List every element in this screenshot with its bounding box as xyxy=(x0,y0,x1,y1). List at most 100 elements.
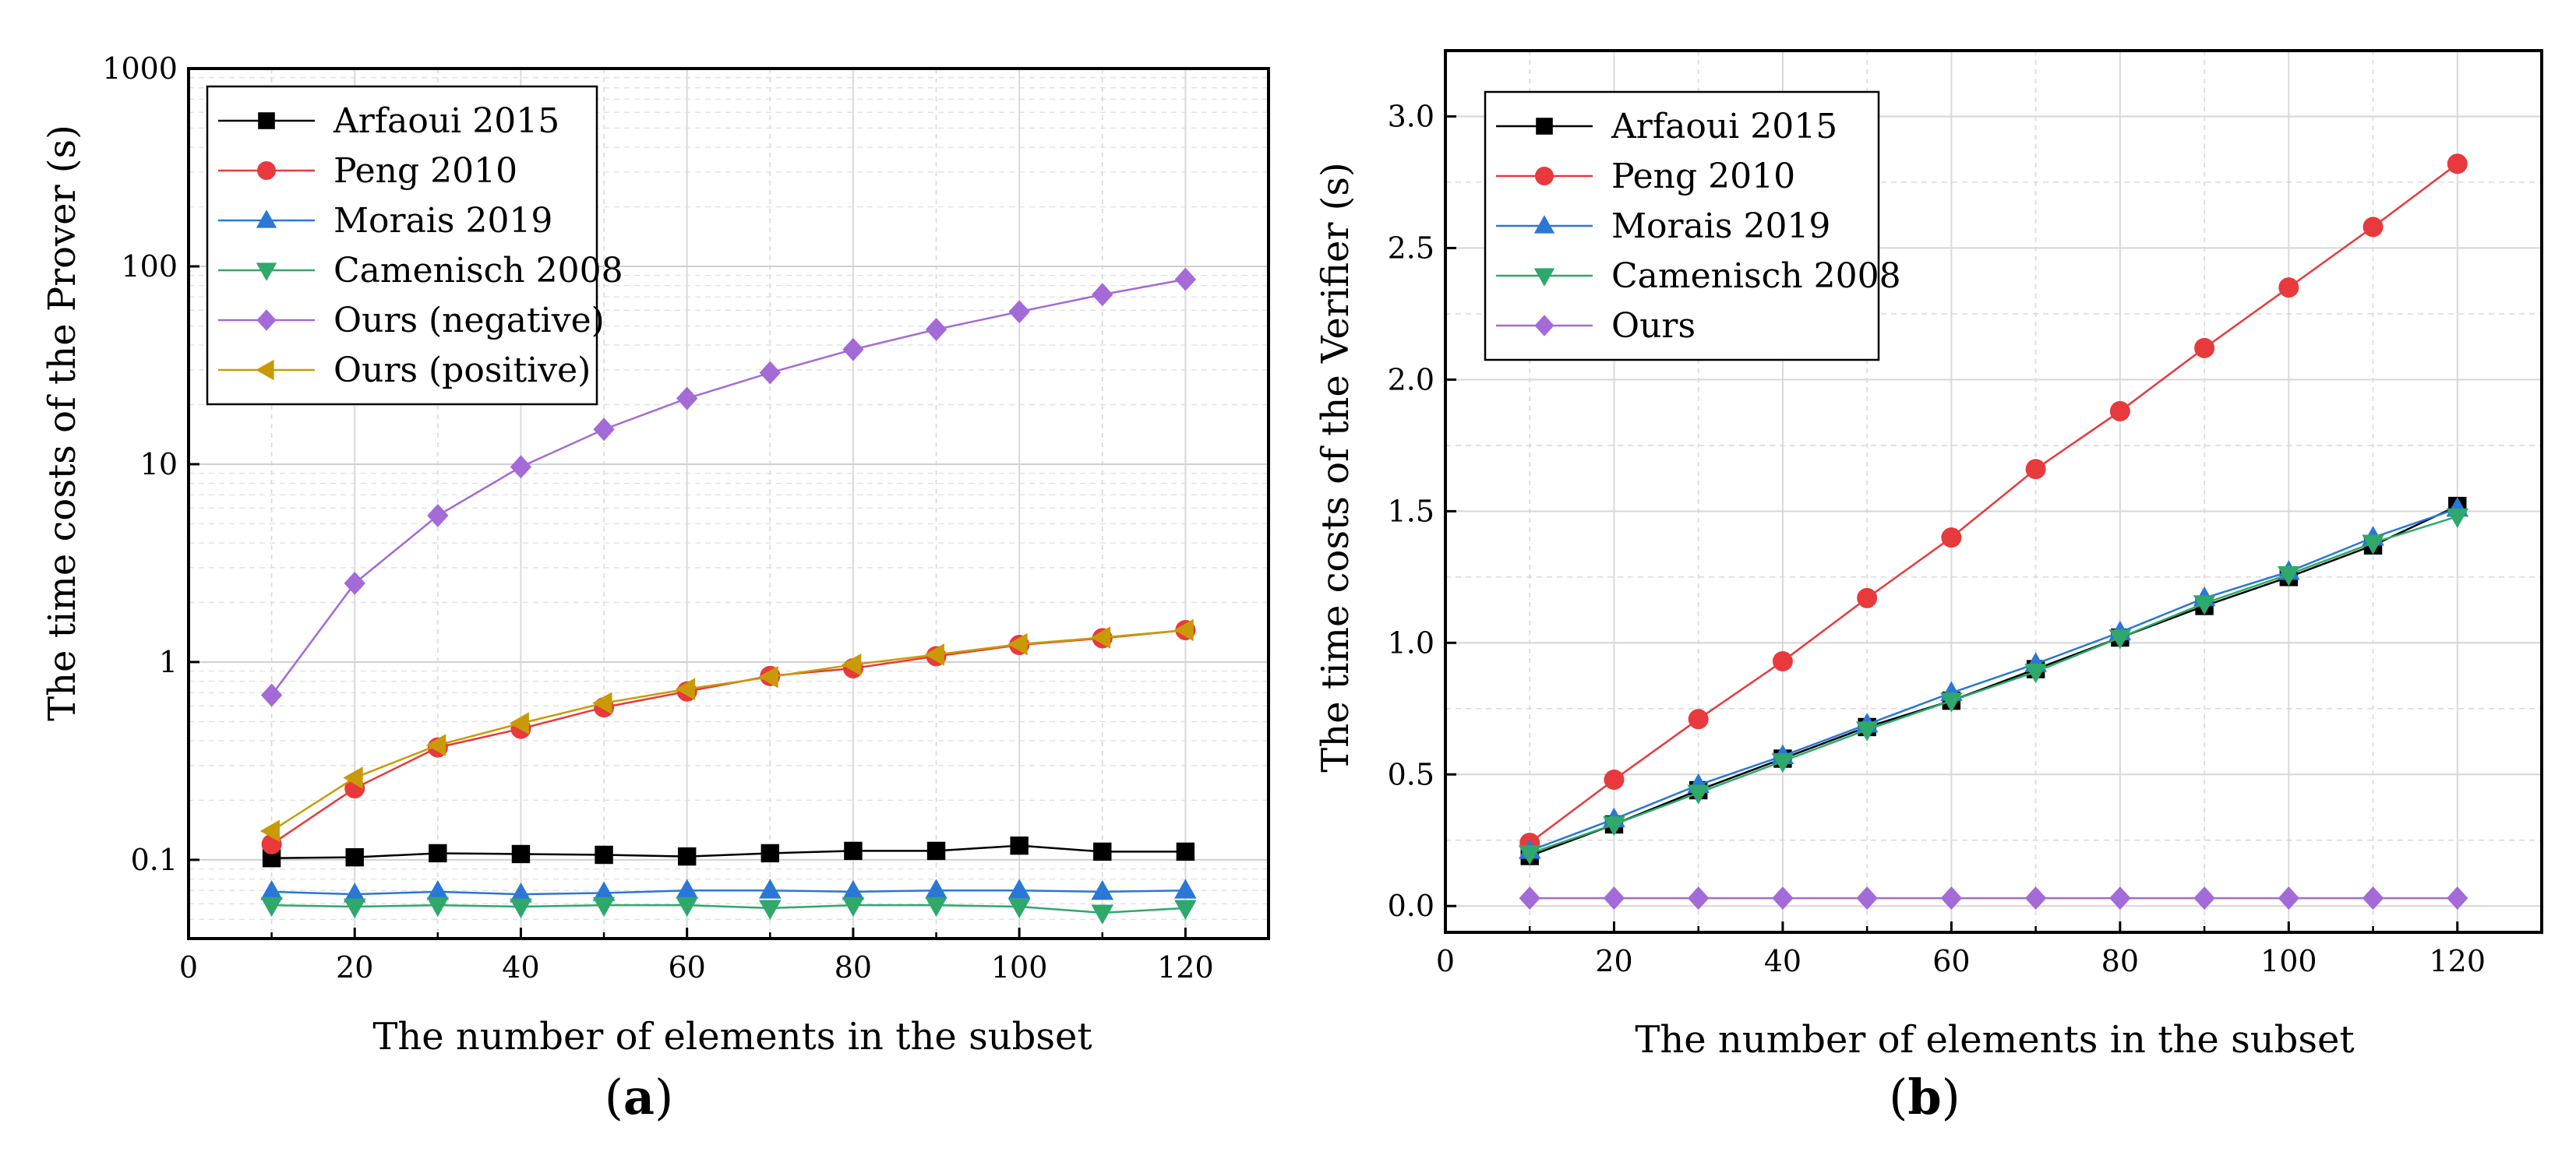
legend-marker xyxy=(256,309,277,331)
legend-marker xyxy=(1535,167,1554,185)
x-tick-label: 120 xyxy=(1157,950,1214,985)
y-tick-label: 2.5 xyxy=(1388,231,1434,265)
series-line-4 xyxy=(1529,515,2458,854)
x-tick-label: 60 xyxy=(1932,944,1970,978)
legend-label: Ours (negative) xyxy=(333,301,605,340)
data-point-3 xyxy=(925,879,947,899)
data-point-1 xyxy=(1093,842,1112,861)
data-point-5 xyxy=(2278,886,2299,911)
data-point-1 xyxy=(677,847,697,866)
data-point-4 xyxy=(2193,595,2216,615)
data-point-4 xyxy=(260,897,283,918)
data-point-5 xyxy=(1519,886,1540,911)
legend-label: Morais 2019 xyxy=(333,201,552,241)
data-point-1 xyxy=(511,844,531,864)
data-point-3 xyxy=(343,882,366,903)
legend-label: Peng 2010 xyxy=(1611,157,1795,196)
data-point-6 xyxy=(425,734,446,756)
y-tick-label: 0.1 xyxy=(131,843,178,877)
data-point-4 xyxy=(1771,752,1794,773)
data-point-1 xyxy=(1176,842,1195,861)
data-point-1 xyxy=(760,844,780,863)
data-point-5 xyxy=(1174,267,1197,291)
legend-box xyxy=(206,85,598,406)
legend-label: Camenisch 2008 xyxy=(1611,256,1901,296)
x-tick-label: 80 xyxy=(835,950,872,985)
data-point-5 xyxy=(1856,886,1878,911)
legend-marker xyxy=(256,359,274,381)
legend-marker xyxy=(1534,315,1554,336)
chart-b-ylabel: The time costs of the Verifier (s) xyxy=(1314,162,1357,772)
x-tick-label: 100 xyxy=(2260,944,2317,978)
data-point-2 xyxy=(1857,587,1878,608)
chart-b-panel-label: (b) xyxy=(1889,1069,1960,1126)
data-point-4 xyxy=(426,897,450,918)
legend-marker xyxy=(1533,215,1555,234)
chart-a-ylabel: The time costs of the Prover (s) xyxy=(41,125,84,721)
data-point-5 xyxy=(2024,886,2047,911)
data-point-1 xyxy=(1010,836,1029,855)
legend-marker xyxy=(258,112,275,129)
chart-a-panel-label: (a) xyxy=(605,1069,674,1126)
series-line-3 xyxy=(1529,507,2458,852)
data-point-6 xyxy=(924,643,944,666)
data-point-2 xyxy=(2194,337,2215,358)
data-point-4 xyxy=(2108,629,2132,650)
data-point-4 xyxy=(343,898,366,918)
data-point-2 xyxy=(1688,709,1709,730)
data-point-1 xyxy=(926,841,946,861)
chart-a-legend: Arfaoui 2015 Peng 2010 Morais 2019 Camenisc… xyxy=(206,85,623,406)
data-point-4 xyxy=(510,898,532,918)
data-point-5 xyxy=(2447,886,2468,911)
data-point-1 xyxy=(595,845,613,865)
data-point-4 xyxy=(2362,534,2384,555)
data-point-4 xyxy=(1603,816,1625,837)
chart-a-series xyxy=(259,267,1197,925)
chart-a: 0 20 40 60 80 100 120 0.1 1 10 100 1000 Arfaoui 201… xyxy=(41,51,1270,1126)
chart-a-ticks: 0 20 40 60 80 100 120 0.1 1 10 100 1000 xyxy=(102,51,1213,985)
chart-b-panel-letter: b xyxy=(1907,1069,1941,1126)
chart-b-xlabel: The number of elements in the subset xyxy=(1635,1018,2354,1062)
data-point-4 xyxy=(2278,566,2300,587)
data-point-5 xyxy=(2193,886,2215,911)
data-point-6 xyxy=(1090,626,1111,649)
data-point-6 xyxy=(509,712,529,735)
data-point-2 xyxy=(2109,400,2130,421)
data-point-5 xyxy=(260,683,283,707)
y-tick-label: 1.5 xyxy=(1388,494,1434,528)
legend-label: Ours xyxy=(1611,306,1696,346)
data-point-4 xyxy=(676,897,698,918)
data-point-5 xyxy=(593,417,615,442)
chart-a-grid xyxy=(189,69,1269,939)
legend-label: Camenisch 2008 xyxy=(333,251,623,291)
data-point-2 xyxy=(1941,527,1962,548)
x-tick-label: 0 xyxy=(179,950,198,985)
legend-marker xyxy=(256,210,277,228)
chart-b-plot-frame xyxy=(1444,49,2543,934)
data-point-4 xyxy=(1940,692,1963,713)
data-point-6 xyxy=(259,819,281,843)
data-point-1 xyxy=(844,841,863,861)
y-tick-label: 2.0 xyxy=(1388,362,1434,396)
data-point-5 xyxy=(842,337,864,361)
data-point-6 xyxy=(758,665,778,689)
data-point-4 xyxy=(2024,664,2047,684)
data-point-3 xyxy=(759,879,782,899)
y-tick-label: 1000 xyxy=(102,51,178,86)
data-point-6 xyxy=(1007,632,1028,656)
data-point-3 xyxy=(592,881,616,901)
data-point-5 xyxy=(2109,886,2131,911)
data-point-4 xyxy=(1091,904,1114,925)
data-point-5 xyxy=(510,455,532,479)
legend-marker xyxy=(257,161,276,180)
x-tick-label: 40 xyxy=(1764,944,1801,978)
chart-b-legend: Arfaoui 2015 Peng 2010 Morais 2019 Camenisc… xyxy=(1484,90,1901,361)
data-point-3 xyxy=(1174,879,1197,899)
legend-label: Arfaoui 2015 xyxy=(1611,107,1837,146)
data-point-6 xyxy=(343,766,363,789)
legend-label: Ours (positive) xyxy=(333,351,591,390)
data-point-6 xyxy=(1173,618,1194,642)
data-point-4 xyxy=(925,897,947,918)
legend-marker xyxy=(256,262,277,281)
